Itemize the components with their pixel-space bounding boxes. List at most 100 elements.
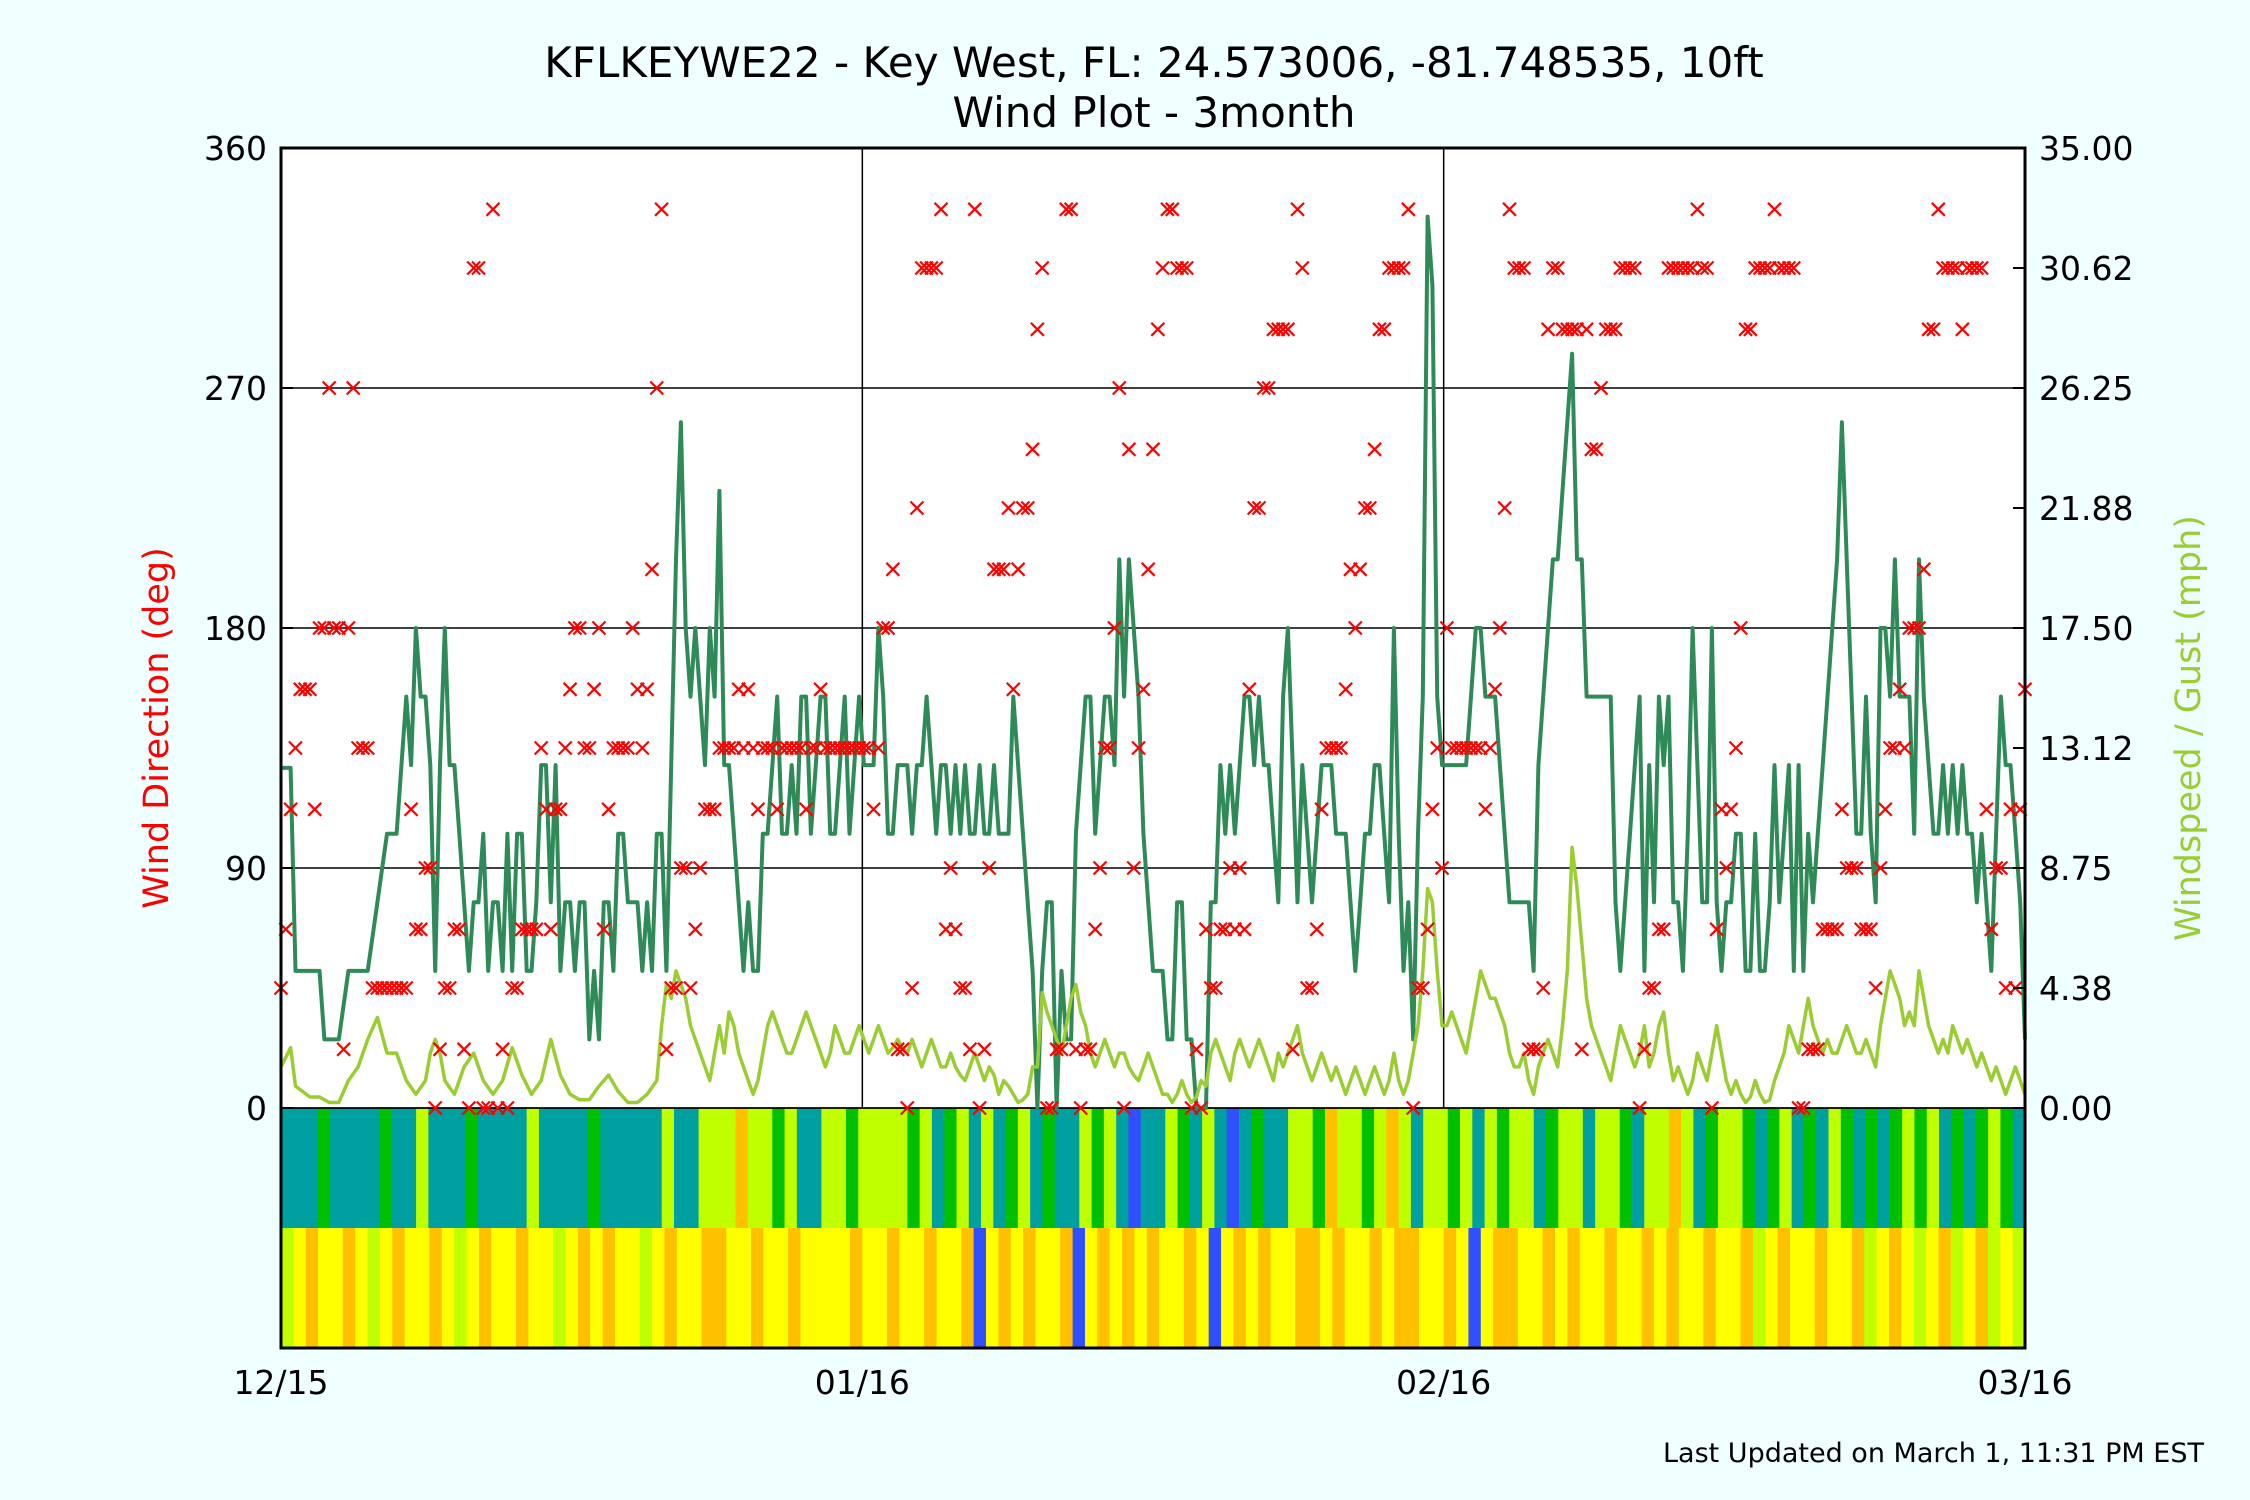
direction-marker <box>957 980 973 996</box>
band-lower-segment <box>367 1228 381 1348</box>
band-upper-segment <box>723 1108 737 1228</box>
direction-marker <box>1979 802 1994 817</box>
band-upper-segment <box>796 1108 810 1228</box>
direction-marker <box>895 1042 910 1057</box>
band-upper-segment <box>551 1108 565 1228</box>
band-upper-segment <box>1828 1108 1842 1228</box>
band-upper-segment <box>1177 1108 1191 1228</box>
direction-marker <box>1145 442 1161 457</box>
axis-ticks: 360 270 180 90 0 35.00 30.62 26.25 21.88 17.50 13.… <box>204 129 2133 1402</box>
direction-marker <box>408 922 424 937</box>
direction-marker <box>1131 740 1146 756</box>
direction-marker <box>1540 322 1556 337</box>
band-upper-segment <box>1840 1108 1854 1228</box>
direction-marker <box>1719 860 1734 876</box>
band-upper-segment <box>1398 1108 1412 1228</box>
band-upper-segment <box>1312 1108 1326 1228</box>
band-upper-segment <box>956 1108 970 1228</box>
direction-marker <box>509 980 525 996</box>
band-lower-segment <box>1258 1228 1272 1348</box>
band-lower-segment <box>1084 1228 1098 1348</box>
band-upper-segment <box>1226 1108 1240 1228</box>
y-left-tick-label: 90 <box>225 849 267 888</box>
band-lower-segment <box>800 1228 814 1348</box>
band-lower-segment <box>1950 1228 1964 1348</box>
band-lower-segment <box>1901 1228 1915 1348</box>
band-lower-segment <box>1060 1228 1074 1348</box>
band-upper-segment <box>1054 1108 1068 1228</box>
windspeed-line <box>279 845 2027 1105</box>
band-upper-segment <box>1705 1108 1719 1228</box>
band-upper-segment <box>1926 1108 1940 1228</box>
direction-marker <box>798 802 814 817</box>
direction-marker <box>1420 922 1435 937</box>
band-lower-segment <box>614 1228 628 1348</box>
band-lower-segment <box>503 1228 517 1348</box>
band-upper-segment <box>1030 1108 1044 1228</box>
direction-marker <box>1102 740 1117 756</box>
band-lower-segment <box>763 1228 777 1348</box>
direction-marker <box>1550 260 1565 276</box>
band-lower-segment <box>392 1228 406 1348</box>
direction-marker <box>1020 500 1036 516</box>
band-upper-segment <box>1668 1108 1682 1228</box>
band-lower-segment <box>701 1228 715 1348</box>
band-lower-segment <box>577 1228 591 1348</box>
band-lower-segment <box>602 1228 616 1348</box>
direction-marker <box>1492 620 1508 636</box>
y-right-tick-label: 35.00 <box>2039 129 2133 168</box>
band-upper-segment <box>710 1108 724 1228</box>
direction-marker <box>948 922 963 937</box>
direction-marker <box>1189 1042 1204 1057</box>
direction-marker <box>1906 620 1922 636</box>
direction-marker <box>875 620 891 636</box>
band-lower-segment <box>1554 1228 1568 1348</box>
gust-line <box>281 214 2027 1110</box>
direction-marker <box>880 620 896 636</box>
direction-marker <box>394 980 409 996</box>
band-upper-segment <box>1533 1108 1547 1228</box>
direction-marker <box>1868 980 1883 996</box>
direction-marker <box>341 620 356 636</box>
direction-marker <box>1757 260 1773 276</box>
band-lower-segment <box>305 1228 319 1348</box>
direction-marker <box>1608 322 1623 337</box>
band-lower-segment <box>1072 1228 1086 1348</box>
band-lower-segment <box>1357 1228 1371 1348</box>
band-lower-segment <box>627 1228 641 1348</box>
band-upper-segment <box>661 1108 675 1228</box>
direction-marker <box>1140 562 1156 577</box>
direction-marker <box>1988 860 2004 876</box>
band-lower-segment <box>1876 1228 1890 1348</box>
band-upper-segment <box>514 1108 528 1228</box>
direction-marker <box>1328 740 1344 756</box>
direction-marker <box>1641 980 1657 996</box>
band-lower-segment <box>1629 1228 1643 1348</box>
direction-marker <box>1429 740 1445 756</box>
band-lower-segment <box>1245 1228 1259 1348</box>
band-upper-segment <box>502 1108 515 1228</box>
direction-marker <box>1164 202 1180 217</box>
band-lower-segment <box>1369 1228 1383 1348</box>
band-lower-segment <box>466 1228 480 1348</box>
direction-marker <box>620 740 636 756</box>
direction-marker <box>663 980 679 996</box>
direction-marker <box>673 860 689 876</box>
condition-bands <box>281 1108 2026 1348</box>
direction-marker <box>283 802 298 817</box>
band-upper-segment <box>526 1108 540 1228</box>
band-lower-segment <box>1505 1228 1519 1348</box>
y-right-tick-label: 4.38 <box>2039 969 2112 1008</box>
direction-marker <box>1410 980 1426 996</box>
band-lower-segment <box>639 1228 653 1348</box>
direction-marker <box>1511 260 1527 276</box>
band-lower-segment <box>1827 1228 1841 1348</box>
band-lower-segment <box>1221 1228 1234 1348</box>
direction-marker <box>953 980 968 996</box>
band-upper-segment <box>354 1108 368 1228</box>
band-lower-segment <box>1319 1228 1333 1348</box>
direction-marker <box>1073 1100 1089 1116</box>
direction-marker <box>692 860 708 876</box>
band-upper-segment <box>649 1108 663 1228</box>
direction-marker <box>1974 260 1989 276</box>
